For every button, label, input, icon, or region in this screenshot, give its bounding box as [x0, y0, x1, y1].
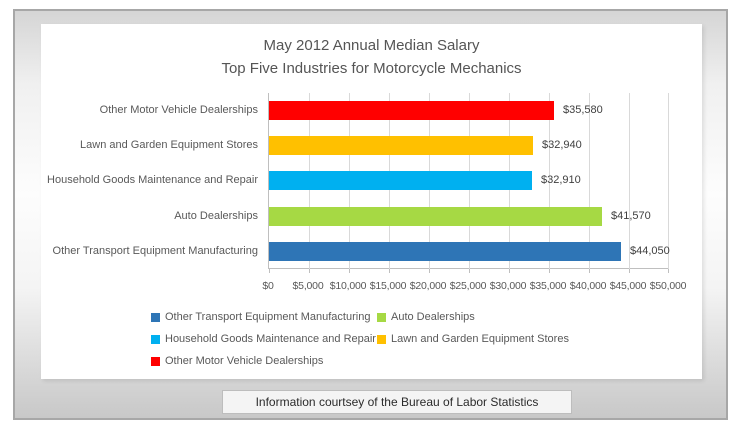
footer-banner: Information courtsey of the Bureau of La…: [222, 390, 572, 414]
chart-title: May 2012 Annual Median Salary Top Five I…: [41, 34, 702, 80]
gridline: [589, 93, 590, 269]
legend-swatch: [377, 334, 386, 344]
bar-row: $35,580: [269, 93, 669, 128]
legend-swatch: [151, 312, 160, 322]
chart-panel: May 2012 Annual Median Salary Top Five I…: [41, 24, 702, 379]
category-label: Auto Dealerships: [174, 209, 258, 222]
legend-swatch: [151, 356, 160, 366]
legend-label: Lawn and Garden Equipment Stores: [391, 333, 569, 345]
category-label: Lawn and Garden Equipment Stores: [80, 139, 258, 152]
category-label: Other Transport Equipment Manufacturing: [52, 244, 258, 257]
gridline: [668, 93, 669, 269]
x-tick-label: $10,000: [329, 280, 367, 292]
legend-item: Household Goods Maintenance and Repair: [151, 332, 376, 346]
x-tick-label: $0: [262, 280, 274, 292]
axis-tick: [389, 269, 390, 273]
legend-swatch: [377, 312, 386, 322]
legend-label: Other Transport Equipment Manufacturing: [165, 311, 371, 323]
x-tick-label: $35,000: [529, 280, 567, 292]
category-label: Other Motor Vehicle Dealerships: [99, 104, 258, 116]
value-label: $32,940: [542, 139, 582, 152]
chart-frame: May 2012 Annual Median Salary Top Five I…: [13, 9, 728, 420]
plot-area: $35,580 $32,940 $32,910 $41,570 $44,050: [268, 93, 670, 273]
value-label: $41,570: [611, 209, 651, 222]
legend-label: Other Motor Vehicle Dealerships: [165, 355, 324, 367]
bar-other-transport-equipment-manufacturing: [269, 241, 621, 261]
bar-other-motor-vehicle-dealerships: [269, 101, 554, 121]
chart-title-line1: May 2012 Annual Median Salary: [263, 37, 480, 54]
value-label: $35,580: [563, 104, 603, 117]
x-tick-label: $5,000: [292, 280, 324, 292]
x-tick-label: $40,000: [569, 280, 607, 292]
legend-item: Other Motor Vehicle Dealerships: [151, 354, 323, 368]
legend-item: Lawn and Garden Equipment Stores: [377, 332, 569, 346]
axis-tick: [269, 269, 270, 273]
axis-tick: [309, 269, 310, 273]
legend-item: Other Transport Equipment Manufacturing: [151, 310, 370, 324]
bar-household-goods-maintenance-and-repair: [269, 171, 532, 191]
axis-tick: [509, 269, 510, 273]
x-tick-label: $45,000: [609, 280, 647, 292]
chart-title-line2: Top Five Industries for Motorcycle Mecha…: [221, 60, 522, 77]
value-label: $44,050: [630, 244, 670, 257]
axis-tick: [549, 269, 550, 273]
axis-tick: [469, 269, 470, 273]
axis-tick: [668, 269, 669, 273]
bar-row: $44,050: [269, 234, 670, 269]
bar-lawn-and-garden-equipment-stores: [269, 136, 533, 156]
x-tick-label: $50,000: [649, 280, 687, 292]
x-tick-label: $25,000: [449, 280, 487, 292]
bar-row: $32,910: [269, 163, 669, 198]
axis-tick: [349, 269, 350, 273]
bar-auto-dealerships: [269, 206, 602, 226]
axis-tick: [629, 269, 630, 273]
legend-swatch: [151, 334, 160, 344]
x-tick-label: $15,000: [369, 280, 407, 292]
axis-tick: [589, 269, 590, 273]
x-tick-label: $20,000: [409, 280, 447, 292]
x-tick-label: $30,000: [489, 280, 527, 292]
bar-row: $41,570: [269, 199, 669, 234]
value-label: $32,910: [541, 174, 581, 187]
legend-item: Auto Dealerships: [377, 310, 475, 324]
category-label: Household Goods Maintenance and Repair: [47, 174, 258, 187]
gridline: [549, 93, 550, 269]
bar-row: $32,940: [269, 128, 669, 163]
axis-tick: [429, 269, 430, 273]
gridline: [629, 93, 630, 269]
legend-label: Auto Dealerships: [391, 311, 475, 323]
footer-text: Information courtsey of the Bureau of La…: [255, 395, 539, 409]
legend-label: Household Goods Maintenance and Repair: [165, 333, 376, 345]
